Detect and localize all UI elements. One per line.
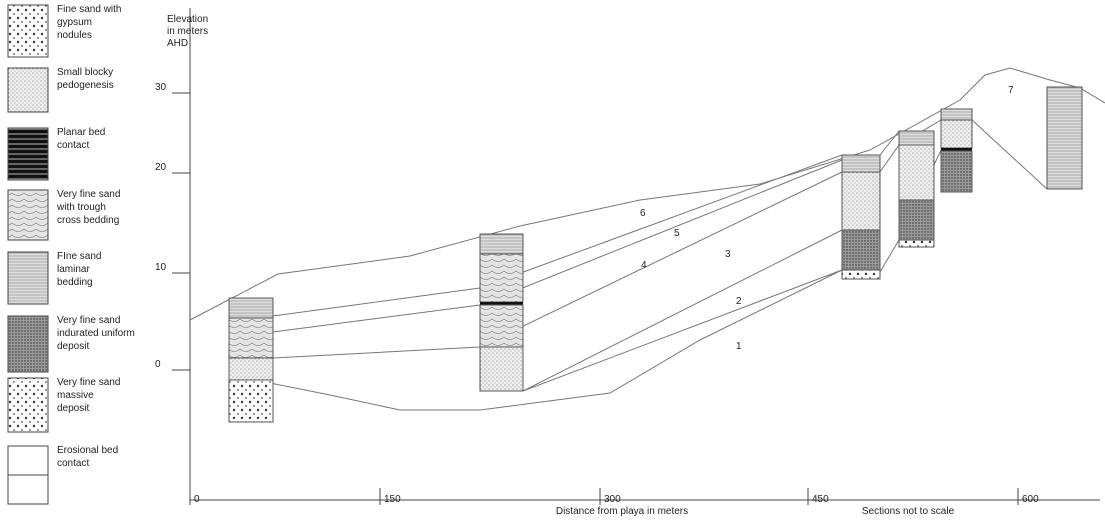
- unit-label: 4: [641, 260, 647, 271]
- x-tick-label: 600: [1022, 494, 1039, 505]
- y-tick-label: 0: [155, 359, 161, 370]
- x-tick-label: 300: [604, 494, 621, 505]
- section: [229, 318, 273, 358]
- section: [842, 155, 880, 172]
- section: [1047, 87, 1082, 189]
- legend-swatch: [8, 316, 48, 372]
- section: [899, 131, 934, 145]
- legend-label: Planar bed: [57, 127, 105, 138]
- y-tick-label: 10: [155, 262, 167, 273]
- legend-label: Erosional bed: [57, 445, 118, 456]
- section: [899, 200, 934, 240]
- legend-label: contact: [57, 458, 89, 469]
- legend-label: FIne sand: [57, 251, 101, 262]
- x-tick-label: 450: [812, 494, 829, 505]
- legend-swatch: [8, 378, 48, 432]
- scale-note: Sections not to scale: [862, 506, 955, 517]
- section: [899, 145, 934, 200]
- section: [941, 109, 972, 120]
- y-tick-label: 30: [155, 82, 167, 93]
- y-axis-title: AHD: [167, 38, 188, 49]
- section: [229, 358, 273, 380]
- y-axis-title: in meters: [167, 26, 208, 37]
- legend-label: laminar: [57, 264, 90, 275]
- cross-section-diagram: Fine sand withgypsumnodulesSmall blocky …: [0, 0, 1105, 524]
- unit-label: 3: [725, 249, 731, 260]
- section: [480, 254, 523, 302]
- x-tick-label: 0: [194, 494, 200, 505]
- legend-swatch: [8, 68, 48, 112]
- section: [842, 270, 880, 279]
- line-6: [273, 155, 842, 316]
- unit-label: 5: [674, 228, 680, 239]
- base: [255, 270, 842, 410]
- legend-label: cross bedding: [57, 215, 119, 226]
- section: [229, 380, 273, 422]
- unit-label: 1: [736, 341, 742, 352]
- section: [480, 347, 523, 391]
- y-tick-label: 20: [155, 162, 167, 173]
- line-4: [273, 172, 842, 358]
- surface: [190, 68, 1105, 320]
- section: [941, 120, 972, 148]
- legend-label: deposit: [57, 341, 89, 352]
- section: [899, 240, 934, 247]
- section: [941, 151, 972, 192]
- legend-label: Fine sand with: [57, 4, 121, 15]
- section: [842, 172, 880, 230]
- legend-swatch: [8, 5, 48, 57]
- legend-swatch: [8, 190, 48, 240]
- x-axis-title: Distance from playa in meters: [556, 506, 688, 517]
- unit-label: 6: [640, 208, 646, 219]
- legend-label: deposit: [57, 403, 89, 414]
- y-axis-title: Elevation: [167, 14, 208, 25]
- legend-label: Small blocky: [57, 67, 113, 78]
- legend-label: massive: [57, 390, 94, 401]
- legend-swatch: [8, 128, 48, 180]
- legend-label: Very fine sand: [57, 315, 120, 326]
- section: [229, 298, 273, 318]
- unit-label: 7: [1008, 85, 1014, 96]
- section: [842, 230, 880, 270]
- line-5: [273, 160, 842, 332]
- unit-label: 2: [736, 296, 742, 307]
- axes: [190, 8, 1100, 500]
- legend-label: bedding: [57, 277, 93, 288]
- sections: [229, 87, 1082, 422]
- line-e-f: [972, 120, 1047, 189]
- legend-label: Very fine sand: [57, 377, 120, 388]
- line-2: [523, 270, 842, 391]
- section: [480, 305, 523, 347]
- legend-swatch: [8, 252, 48, 304]
- legend-label: indurated uniform: [57, 328, 135, 339]
- legend-label: with trough: [56, 202, 106, 213]
- legend-label: nodules: [57, 30, 92, 41]
- legend-label: contact: [57, 140, 89, 151]
- section: [480, 234, 523, 254]
- x-tick-label: 150: [384, 494, 401, 505]
- legend-label: pedogenesis: [57, 80, 114, 91]
- legend-label: gypsum: [57, 17, 92, 28]
- legend-label: Very fine sand: [57, 189, 120, 200]
